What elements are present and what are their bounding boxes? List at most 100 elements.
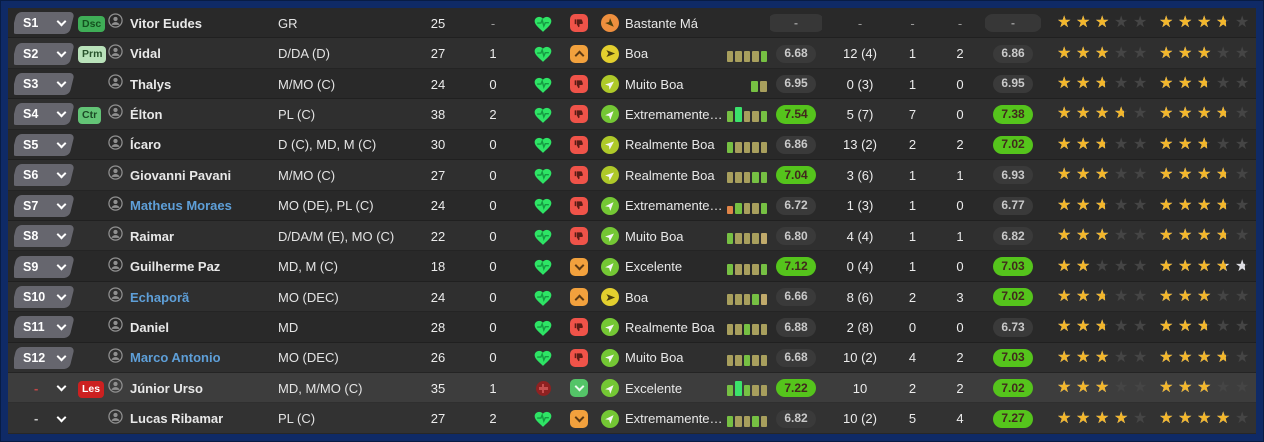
morale-thumb-down-icon [574,171,583,179]
table-row[interactable]: S7 Matheus Moraes MO (DE), PL (C) 24 0 E… [8,190,1256,221]
form-label: Realmente Boa [625,319,715,335]
squad-number-cell[interactable]: S6 [14,164,78,187]
squad-number-cell[interactable]: S8 [14,225,78,248]
player-name[interactable]: Ícaro [130,137,162,153]
player-name[interactable]: Daniel [130,319,170,335]
table-row[interactable]: S3 Thalys M/MO (C) 24 0 Muito Boa 6.95 0… [8,68,1256,100]
player-name[interactable]: Thalys [130,76,172,92]
table-row[interactable]: S2 Prm Vidal D/DA (D) 27 1 Boa 6.68 12 (… [8,38,1256,69]
star-icon: ★ ★ ★ [1159,227,1174,245]
star-icon: ★ ★ ★ [1178,409,1193,427]
table-row[interactable]: - Les Júnior Urso MD, M/MO (C) 35 1 Exce… [8,373,1256,404]
squad-number-cell[interactable]: S1 [14,12,78,35]
player-name[interactable]: Echaporã [130,289,190,305]
squad-number-pill[interactable]: S3 [14,73,75,96]
star-icon: ★ ★ ★ [1178,288,1193,305]
rating-cell: - [770,14,822,33]
chevron-down-icon[interactable] [56,381,67,392]
squad-number-pill[interactable]: S9 [14,255,75,278]
squad-number-pill[interactable]: S5 [14,133,75,156]
squad-number-cell[interactable]: S3 [14,73,78,96]
squad-number-pill[interactable]: S12 [14,346,75,369]
condition-cell [523,105,563,124]
star-icon: ★ ★ ★ [1095,14,1110,32]
squad-number-pill[interactable]: S4 [14,103,75,126]
table-row[interactable]: S9 Guilherme Paz MD, M (C) 18 0 Excelent… [8,251,1256,282]
morale-thumb-down-icon [574,323,583,332]
star-icon: ★ ★ ★ [1076,14,1091,32]
player-name[interactable]: Vitor Eudes [130,15,203,31]
potential-stars: ★ ★ ★ ★ ★ ★ ★ ★ ★ ★ ★ ★ ★ [1156,166,1256,184]
star-icon: ★ [1235,288,1250,305]
player-name[interactable]: Élton [130,106,163,122]
avg-rating-cell: 7.03 [985,348,1041,367]
star-icon: ★ [1235,379,1250,397]
table-row[interactable]: S8 Raimar D/DA/M (E), MO (C) 22 0 Muito … [8,220,1256,252]
player-name[interactable]: Marco Antonio [130,350,221,366]
table-row[interactable]: S1 Dsc Vitor Eudes GR 25 - Bastante Má -… [8,8,1256,39]
squad-number-cell[interactable]: S5 [14,133,78,156]
form-bars [725,228,770,245]
squad-number-pill[interactable]: S7 [14,194,75,217]
form-bars [725,289,770,305]
table-row[interactable]: S12 Marco Antonio MO (DEC) 26 0 Muito Bo… [8,342,1256,374]
squad-number-cell[interactable]: S12 [14,346,78,369]
chevron-down-icon[interactable] [56,412,67,423]
star-icon: ★ [1133,288,1148,305]
player-age: 35 [430,380,446,396]
form-arrow-icon [604,263,614,272]
squad-number-cell[interactable]: S2 [14,42,78,65]
player-face-icon [108,43,123,59]
star-icon: ★ ★ ★ [1197,348,1212,366]
squad-number-pill[interactable]: S11 [14,316,75,339]
form-bar [743,415,751,427]
form-circle-icon [601,75,619,94]
morale-chevron-icon [574,412,584,423]
rating-value: 6.66 [776,287,816,307]
squad-number-pill[interactable]: S8 [14,225,75,248]
table-row[interactable]: S11 Daniel MD 28 0 Realmente Boa 6.88 2 … [8,312,1256,343]
player-name[interactable]: Vidal [130,46,161,62]
squad-number-cell[interactable]: - [14,381,78,396]
table-row[interactable]: S5 Ícaro D (C), MD, M (C) 30 0 Realmente… [8,129,1256,161]
form-circle-icon [601,318,619,337]
morale-cell [563,166,595,185]
squad-number-cell[interactable]: - [14,411,78,426]
condition-heart-icon [534,77,552,93]
squad-number-cell[interactable]: S9 [14,255,78,278]
squad-number-pill[interactable]: S1 [14,12,75,35]
form-arrow-icon [604,17,614,27]
star-icon: ★ [1095,257,1110,275]
condition-cell [523,288,563,307]
table-row[interactable]: - Lucas Ribamar PL (C) 27 2 Extremamente… [8,403,1256,434]
player-name[interactable]: Guilherme Paz [130,259,221,275]
condition-heart-icon [534,351,552,367]
squad-number-cell[interactable]: S4 [14,103,78,126]
squad-number-pill[interactable]: S2 [14,42,75,65]
player-name[interactable]: Raimar [130,228,175,244]
table-row[interactable]: S10 Echaporã MO (DEC) 24 0 Boa 6.66 8 (6… [8,281,1256,313]
squad-number-pill[interactable]: S10 [14,286,75,308]
player-name[interactable]: Júnior Urso [130,380,203,396]
squad-number-cell[interactable]: S10 [14,286,78,308]
goals: 1 [908,228,917,244]
player-position: D/DA/M (E), MO (C) [278,228,395,244]
player-name[interactable]: Giovanni Pavani [130,167,232,183]
star-icon: ★ ★ ★ [1095,379,1110,397]
table-row[interactable]: S4 Ctr Élton PL (C) 38 2 Extremamente… 7… [8,99,1256,130]
star-icon: ★ ★ ★ [1216,105,1231,123]
condition-cell [523,380,563,396]
squad-number-cell[interactable]: S11 [14,316,78,339]
player-position: D (C), MD, M (C) [278,137,377,153]
squad-number-cell[interactable]: S7 [14,194,78,217]
star-icon: ★ ★ ★ [1095,166,1110,184]
table-row[interactable]: S6 Giovanni Pavani M/MO (C) 27 0 Realmen… [8,160,1256,191]
star-icon: ★ ★ ★ [1178,135,1193,153]
star-icon: ★ ★ ★ [1095,288,1110,305]
player-name[interactable]: Matheus Moraes [130,198,232,214]
condition-heart-icon [534,199,552,215]
player-name[interactable]: Lucas Ribamar [130,411,224,427]
squad-number-pill[interactable]: S6 [14,164,75,187]
form-bar [752,172,759,184]
